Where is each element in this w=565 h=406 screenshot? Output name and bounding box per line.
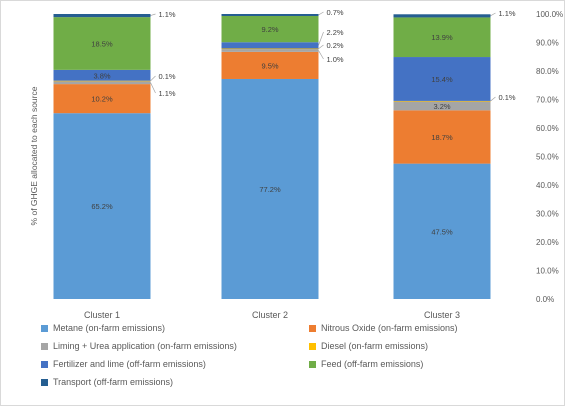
bar-segment <box>53 80 151 82</box>
data-label: 9.2% <box>261 25 278 34</box>
data-labels-layer: 65.2% 10.2% 1.1% 0.1% 3.8% 18.5% 1.1% 77.2% 9.5%… <box>91 8 516 236</box>
leader-line <box>318 44 324 50</box>
x-category-label: Cluster 3 <box>424 310 460 320</box>
y-axis-ticks: 0.0% 10.0% 20.0% 30.0% 40.0% 50.0% 60.0% 70.0% 8… <box>536 10 563 304</box>
y-axis-label: % of GHGE allocated to each source <box>29 86 39 225</box>
legend-swatch <box>41 342 48 350</box>
legend-label: Diesel (on-farm emissions) <box>321 341 429 351</box>
leader-line <box>318 31 324 46</box>
data-label: 0.2% <box>327 41 344 50</box>
data-label: 13.9% <box>431 33 453 42</box>
y-tick-label: 90.0% <box>536 39 559 48</box>
bar-segment <box>53 17 151 70</box>
y-tick-label: 80.0% <box>536 67 559 76</box>
legend: Metane (on-farm emissions) Nitrous Oxide … <box>41 321 541 389</box>
y-tick-label: 40.0% <box>536 181 559 190</box>
data-label: 15.4% <box>431 75 453 84</box>
bar-segment <box>393 14 491 18</box>
bar-segment <box>393 101 491 111</box>
data-label: 3.8% <box>93 71 110 80</box>
data-label: 1.0% <box>327 55 344 64</box>
bar-segment <box>221 15 319 43</box>
bar-segment <box>393 110 491 164</box>
bar-segment <box>221 78 319 299</box>
legend-item: Transport (off-farm emissions) <box>41 375 309 389</box>
y-tick-label: 100.0% <box>536 10 563 19</box>
legend-label: Fertilizer and lime (off-farm emissions) <box>53 359 206 369</box>
leader-line <box>490 96 496 102</box>
legend-swatch <box>41 360 48 368</box>
data-label: 2.2% <box>327 28 344 37</box>
x-category-label: Cluster 1 <box>84 310 120 320</box>
legend-swatch <box>309 324 316 332</box>
data-label: 47.5% <box>431 227 453 236</box>
legend-label: Transport (off-farm emissions) <box>53 377 174 387</box>
bar-segment <box>53 80 151 85</box>
data-label: 18.7% <box>431 133 453 142</box>
legend-swatch <box>41 378 48 386</box>
bar-segment <box>221 51 319 79</box>
data-label: 1.1% <box>499 9 516 18</box>
legend-item: Metane (on-farm emissions) <box>41 321 309 335</box>
bar-segment <box>221 14 319 16</box>
data-label: 77.2% <box>259 185 281 194</box>
bars-layer <box>53 14 491 300</box>
bar-segment <box>393 17 491 58</box>
legend-label: Liming + Urea application (on-farm emiss… <box>53 341 237 351</box>
y-tick-label: 30.0% <box>536 210 559 219</box>
legend-swatch <box>41 324 48 332</box>
y-tick-label: 50.0% <box>536 153 559 162</box>
leader-line <box>318 11 324 16</box>
data-label: 0.1% <box>159 72 176 81</box>
y-tick-label: 70.0% <box>536 96 559 105</box>
legend-item: Diesel (on-farm emissions) <box>309 339 541 353</box>
data-label: 0.7% <box>327 8 344 17</box>
legend-item: Liming + Urea application (on-farm emiss… <box>41 339 309 353</box>
leader-line <box>318 50 324 60</box>
data-label: 1.1% <box>159 89 176 98</box>
legend-swatch <box>309 342 316 350</box>
bar-segment <box>221 42 319 49</box>
data-label: 10.2% <box>91 95 113 104</box>
leader-line <box>150 82 156 94</box>
data-label: 9.5% <box>261 61 278 70</box>
bar-segment <box>393 163 491 299</box>
bar-segment <box>393 57 491 101</box>
bar-segment <box>53 14 151 18</box>
bar-segment <box>221 49 319 52</box>
bar-segment <box>221 48 319 50</box>
legend-swatch <box>309 360 316 368</box>
leader-line <box>490 12 496 17</box>
legend-label: Nitrous Oxide (on-farm emissions) <box>321 323 458 333</box>
y-tick-label: 10.0% <box>536 267 559 276</box>
y-tick-label: 60.0% <box>536 124 559 133</box>
legend-item: Feed (off-farm emissions) <box>309 357 541 371</box>
data-label: 1.1% <box>159 10 176 19</box>
leader-lines-layer <box>150 11 496 102</box>
bar-segment <box>53 84 151 114</box>
leader-line <box>150 75 156 82</box>
x-category-label: Cluster 2 <box>252 310 288 320</box>
data-label: 3.2% <box>433 102 450 111</box>
leader-line <box>150 13 156 16</box>
bar-segment <box>53 113 151 300</box>
data-label: 0.1% <box>499 93 516 102</box>
legend-label: Metane (on-farm emissions) <box>53 323 166 333</box>
legend-item: Fertilizer and lime (off-farm emissions) <box>41 357 309 371</box>
bar-segment <box>53 69 151 81</box>
data-label: 18.5% <box>91 39 113 48</box>
y-tick-label: 0.0% <box>536 295 554 304</box>
bar-segment <box>393 100 491 102</box>
legend-label: Feed (off-farm emissions) <box>321 359 424 369</box>
x-axis-categories: Cluster 1 Cluster 2 Cluster 3 <box>84 310 460 320</box>
legend-item: Nitrous Oxide (on-farm emissions) <box>309 321 541 335</box>
data-label: 65.2% <box>91 202 113 211</box>
y-tick-label: 20.0% <box>536 238 559 247</box>
